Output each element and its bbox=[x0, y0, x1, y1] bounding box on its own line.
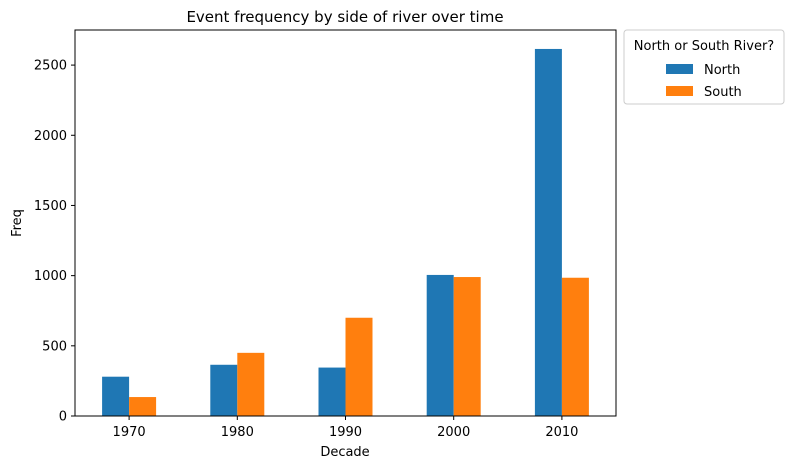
bar-south-2000 bbox=[453, 277, 481, 416]
legend-label-south: South bbox=[704, 85, 742, 100]
bar-north-1980 bbox=[210, 364, 238, 416]
bar-south-1990 bbox=[345, 317, 373, 416]
bar-north-2010 bbox=[534, 48, 562, 416]
bar-north-1990 bbox=[318, 367, 346, 416]
bar-north-2000 bbox=[426, 274, 454, 416]
y-tick-label: 500 bbox=[42, 339, 67, 354]
bar-north-1970 bbox=[102, 376, 130, 416]
y-tick-label: 1000 bbox=[34, 269, 67, 284]
y-axis-label: Freq bbox=[10, 209, 25, 237]
y-tick-label: 1500 bbox=[34, 199, 67, 214]
legend: North or South River? North South bbox=[623, 29, 785, 105]
bar-south-1970 bbox=[129, 397, 157, 416]
y-axis: 0 500 1000 1500 2000 2500 bbox=[34, 59, 75, 425]
x-axis: 1970 1980 1990 2000 2010 bbox=[113, 416, 578, 440]
y-tick-label: 2500 bbox=[34, 59, 67, 74]
legend-swatch-south bbox=[666, 86, 693, 96]
x-tick-label: 1980 bbox=[221, 425, 254, 440]
x-tick-label: 2000 bbox=[437, 425, 470, 440]
bar-south-2010 bbox=[561, 277, 589, 416]
chart-title: Event frequency by side of river over ti… bbox=[186, 8, 503, 26]
x-tick-label: 1990 bbox=[329, 425, 362, 440]
x-tick-label: 1970 bbox=[113, 425, 146, 440]
legend-items: North South bbox=[666, 63, 742, 100]
x-axis-label: Decade bbox=[320, 445, 369, 460]
legend-title: North or South River? bbox=[634, 39, 774, 54]
legend-swatch-north bbox=[666, 64, 693, 74]
legend-label-north: North bbox=[704, 63, 740, 78]
y-tick-label: 2000 bbox=[34, 129, 67, 144]
x-tick-label: 2010 bbox=[545, 425, 578, 440]
legend-frame bbox=[623, 29, 785, 105]
bars-layer bbox=[102, 48, 589, 416]
y-tick-label: 0 bbox=[59, 410, 67, 425]
bar-south-1980 bbox=[237, 352, 265, 416]
